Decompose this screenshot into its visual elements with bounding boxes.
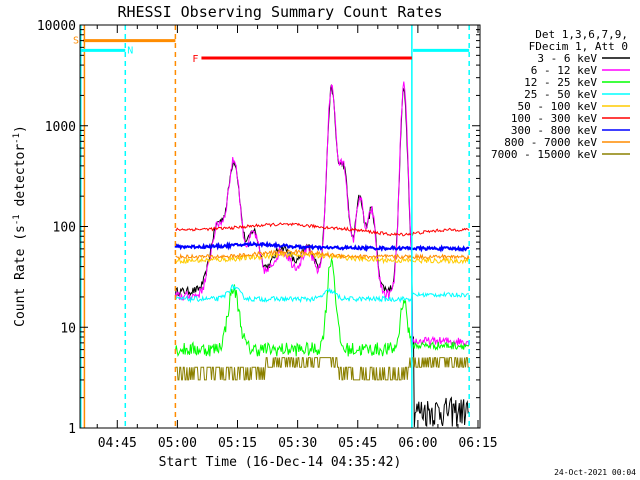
footer-timestamp: 24-Oct-2021 00:04 <box>554 468 636 477</box>
series-layer <box>174 81 470 428</box>
legend-entry-label: 12 - 25 keV <box>524 76 597 89</box>
legend-entry-label: 6 - 12 keV <box>531 64 598 77</box>
legend-entry-label: 100 - 300 keV <box>511 112 597 125</box>
y-tick-label: 1000 <box>45 120 76 135</box>
legend-entry-label: 300 - 800 keV <box>511 124 597 137</box>
legend-entry-label: 3 - 6 keV <box>537 52 597 65</box>
x-tick-label: 05:15 <box>218 436 257 451</box>
annotation-label: F <box>192 54 198 65</box>
x-tick-label: 04:45 <box>98 436 137 451</box>
chart-title: RHESSI Observing Summary Count Rates <box>117 3 442 21</box>
legend-entry-label: 25 - 50 keV <box>524 88 597 101</box>
legend-entry-label: 7000 - 15000 keV <box>491 148 597 161</box>
series-line <box>174 250 470 265</box>
legend-header: Det 1,3,6,7,9, <box>535 28 628 41</box>
legend-header: FDecim 1, Att 0 <box>529 40 628 53</box>
legend-entry-label: 50 - 100 keV <box>518 100 598 113</box>
x-axis-label: Start Time (16-Dec-14 04:35:42) <box>159 455 402 470</box>
y-tick-label: 100 <box>53 221 76 236</box>
legend: Det 1,3,6,7,9,FDecim 1, Att 03 - 6 keV6 … <box>491 28 630 161</box>
x-tick-label: 05:45 <box>338 436 377 451</box>
series-line <box>175 222 470 237</box>
y-axis-label-superscript: -1 <box>12 214 22 225</box>
y-axis-label-part: ) <box>13 125 28 133</box>
legend-entry-label: 800 - 7000 keV <box>504 136 597 149</box>
series-line <box>174 240 470 253</box>
series-line <box>174 284 470 304</box>
y-axis-label: Count Rate (s-1 detector-1) <box>12 125 28 327</box>
y-axis-label-part: detector <box>13 144 28 215</box>
y-axis-label-part: Count Rate (s <box>13 225 28 327</box>
annotation-label: S <box>73 36 79 47</box>
y-axis-label-superscript: -1 <box>12 133 22 144</box>
y-axis: 1 10 100 1000 10000 <box>37 19 480 437</box>
series-line <box>174 257 470 358</box>
y-tick-label: 10000 <box>37 19 76 34</box>
series-line <box>175 357 469 381</box>
series-line <box>174 81 470 348</box>
x-tick-label: 06:00 <box>398 436 437 451</box>
y-tick-label: 1 <box>68 422 76 437</box>
annotation-label: N <box>127 45 133 56</box>
x-axis: 04:45 05:00 05:15 05:30 05:45 06:00 06:15 <box>96 25 498 451</box>
series-line <box>175 248 470 261</box>
x-tick-label: 05:30 <box>278 436 317 451</box>
x-tick-label: 06:15 <box>458 436 497 451</box>
x-tick-label: 05:00 <box>158 436 197 451</box>
y-tick-label: 10 <box>60 321 76 336</box>
